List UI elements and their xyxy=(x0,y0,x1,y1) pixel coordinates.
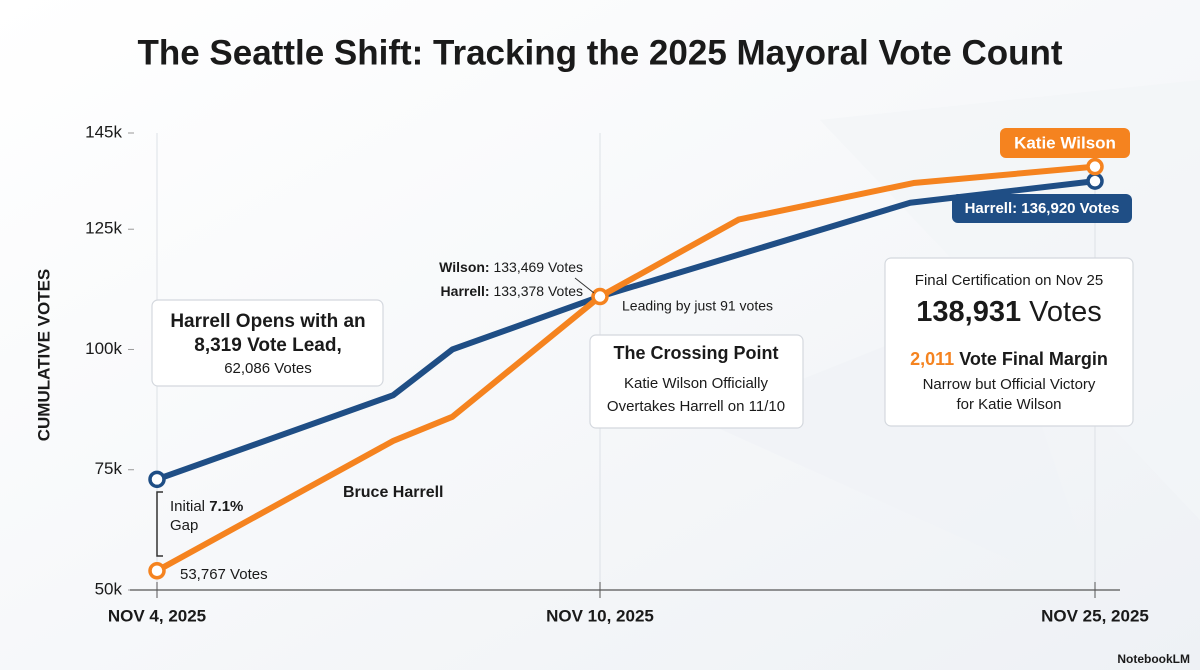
annotation: Leading by just 91 votes xyxy=(622,298,773,314)
annotation: Initial 7.1% xyxy=(170,498,243,515)
annotation: 53,767 Votes xyxy=(180,566,268,583)
annotation-part: Initial xyxy=(170,498,205,515)
annotation: Gap xyxy=(170,517,198,534)
x-tick-label: NOV 4, 2025 xyxy=(108,606,206,625)
point-marker xyxy=(1086,157,1104,176)
series-line xyxy=(154,178,1098,483)
leader-line xyxy=(574,277,595,294)
point-marker xyxy=(1086,172,1104,190)
legend-label: Katie Wilson xyxy=(1014,133,1116,152)
annotation-part: 133,378 Votes xyxy=(493,283,583,299)
annotation: Wilson: 133,469 Votes xyxy=(439,259,583,275)
annotation-part: 133,469 Votes xyxy=(493,259,583,275)
x-tick-label: NOV 25, 2025 xyxy=(1041,606,1149,625)
y-tick-label: 50k xyxy=(95,579,123,598)
chart-title: The Seattle Shift: Tracking the 2025 May… xyxy=(137,33,1062,72)
gap-bracket xyxy=(156,491,163,557)
annotation: 8,319 Vote Lead, xyxy=(194,335,342,356)
y-tick-label: 75k xyxy=(95,459,123,478)
annotation-part: 138,931 xyxy=(916,296,1021,328)
annotation: Overtakes Harrell on 11/10 xyxy=(607,398,785,415)
point-marker xyxy=(148,470,166,489)
point-marker xyxy=(148,562,166,580)
series-label: Bruce Harrell xyxy=(343,484,444,501)
y-tick-label: 125k xyxy=(85,219,122,238)
legend-pill xyxy=(1000,128,1130,158)
annotation: Harrell: 133,378 Votes xyxy=(441,283,583,299)
x-tick-label: NOV 10, 2025 xyxy=(546,606,654,625)
y-tick-label: 100k xyxy=(85,339,122,358)
annotation: Harrell Opens with an xyxy=(170,311,365,332)
annotation: Katie Wilson Officially xyxy=(624,375,768,392)
annotation-box xyxy=(884,257,1134,427)
annotation-part: Votes xyxy=(1029,296,1102,328)
lines xyxy=(148,157,1104,580)
y-tick-label: 145k xyxy=(85,122,122,141)
annotation: The Crossing Point xyxy=(613,343,778,363)
annotation: 138,931 Votes xyxy=(916,296,1101,328)
annotation-part: Wilson: xyxy=(439,259,489,275)
annotation: 62,086 Votes xyxy=(224,360,312,377)
annotation-part: Harrell: xyxy=(441,283,490,299)
annotation: 2,011 Vote Final Margin xyxy=(910,349,1108,369)
annotation: Narrow but Official Victory xyxy=(923,376,1096,393)
end-label: Harrell: 136,920 Votes xyxy=(965,200,1120,217)
axes: 50k 75k 100k 125k 145k NOV 4, 2025 NOV 10, 202… xyxy=(85,122,1149,625)
annotation-box xyxy=(589,334,804,429)
watermark: NotebookLM xyxy=(1117,652,1190,666)
point-marker xyxy=(591,287,609,306)
annotation-part: 2,011 xyxy=(910,349,954,369)
annotation: Final Certification on Nov 25 xyxy=(915,272,1103,289)
annotation-part: Vote Final Margin xyxy=(959,349,1108,369)
annotation-part: 7.1% xyxy=(209,498,243,515)
annotation: for Katie Wilson xyxy=(956,396,1061,413)
annotation-box xyxy=(151,299,384,387)
y-axis-label: CUMULATIVE VOTES xyxy=(34,269,53,442)
end-label-pill xyxy=(952,194,1132,223)
